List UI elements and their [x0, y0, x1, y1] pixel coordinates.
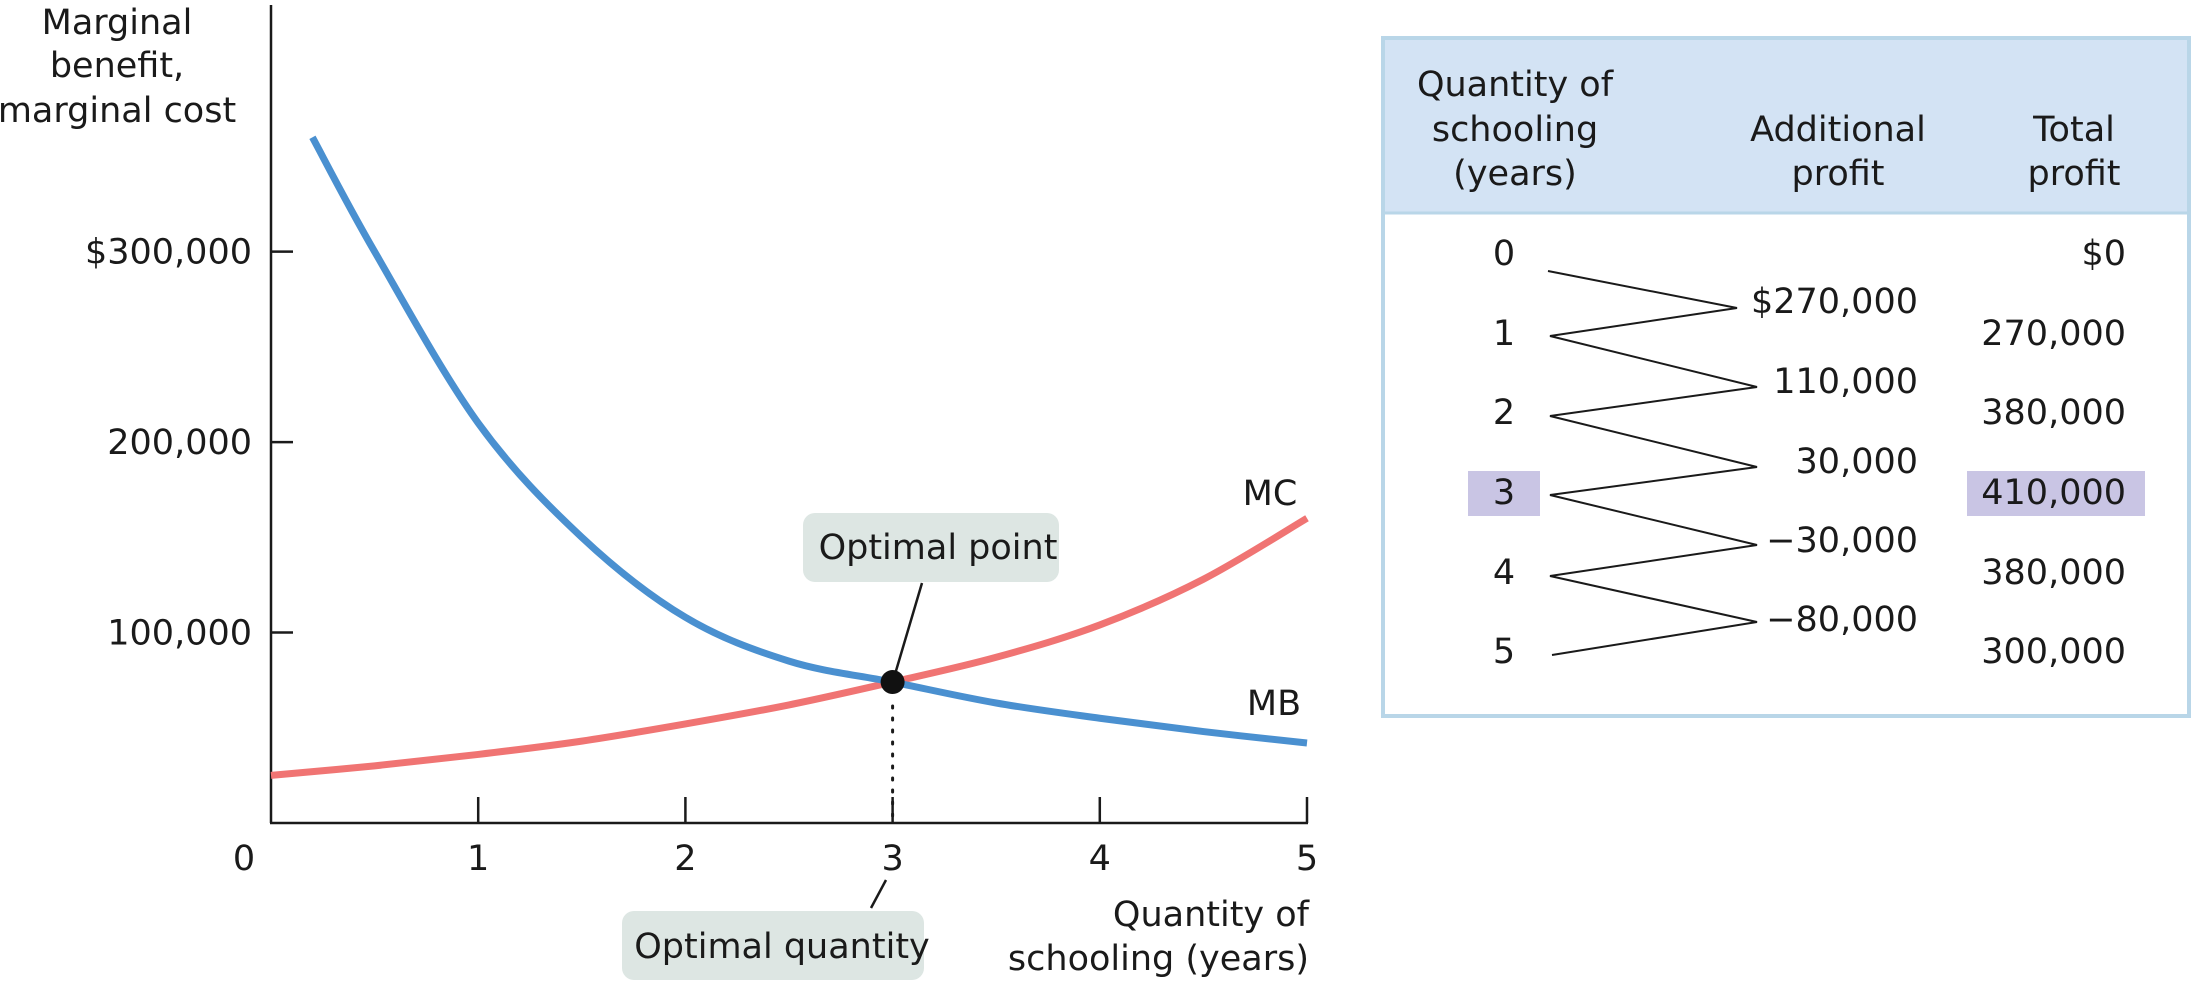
y-axis-label-line-2: benefit, [50, 46, 184, 86]
x-tick-label: 5 [1296, 839, 1318, 879]
optimal-quantity-callout-box [622, 911, 924, 980]
x-axis-label-line-1: Quantity of [1113, 895, 1310, 935]
x-tick-label: 2 [674, 839, 696, 879]
y-tick-label: 200,000 [107, 423, 252, 463]
chart-area: Marginal benefit, marginal cost 100,000 2… [0, 3, 1318, 980]
header-quantity-line-1: Quantity of [1417, 65, 1614, 105]
x-ticks: 0 1 2 3 4 5 [233, 797, 1318, 879]
additional-profit-cell: −80,000 [1766, 600, 1918, 640]
header-total-line-2: profit [2027, 154, 2120, 194]
mb-series-label: MB [1247, 684, 1301, 724]
quantity-cell: 3 [1493, 473, 1515, 513]
header-quantity-line-3: (years) [1453, 154, 1577, 194]
table-rows: 0 $0 1 270,000 2 380,000 3 410,000 4 380,000 5 300,… [1493, 234, 2126, 672]
header-quantity-line-2: schooling [1432, 110, 1598, 150]
quantity-cell: 4 [1493, 553, 1515, 593]
marginal-zigzag-lines [1547, 270, 1758, 656]
total-profit-cell: 380,000 [1981, 553, 2126, 593]
optimal-point-callout-box [803, 513, 1059, 582]
highlight-quantity-cell [1468, 471, 1540, 516]
additional-profit-cell: 110,000 [1773, 362, 1918, 402]
header-additional-line-1: Additional [1750, 110, 1926, 150]
quantity-cell: 2 [1493, 393, 1515, 433]
additional-profit-cell: $270,000 [1751, 282, 1918, 322]
optimal-point-pointer [891, 582, 924, 682]
header-additional-line-2: profit [1791, 154, 1884, 194]
y-ticks: 100,000 200,000 $300,000 [85, 233, 293, 654]
additional-profit-cell: 30,000 [1796, 442, 1918, 482]
header-total-line-1: Total [2032, 110, 2115, 150]
quantity-cell: 1 [1493, 314, 1515, 354]
y-axis-label-line-3: marginal cost [0, 91, 236, 131]
x-tick-label: 0 [233, 839, 255, 879]
total-profit-cell: 380,000 [1981, 393, 2126, 433]
total-profit-cell: 300,000 [1981, 632, 2126, 672]
highlight-total-cell [1967, 471, 2145, 516]
x-axis-label-line-2: schooling (years) [1008, 939, 1309, 979]
quantity-cell: 5 [1493, 632, 1515, 672]
y-tick-label: $300,000 [85, 233, 252, 273]
mc-curve [270, 515, 1309, 779]
y-tick-label: 100,000 [107, 614, 252, 654]
x-tick-label: 3 [881, 839, 903, 879]
x-tick-label: 4 [1089, 839, 1111, 879]
y-axis-label-line-1: Marginal [42, 3, 193, 43]
table-header-bg [1385, 40, 2187, 212]
profit-table: Quantity of schooling (years) Additional… [1381, 36, 2191, 718]
additional-profit-cell: −30,000 [1766, 521, 1918, 561]
mc-series-label: MC [1243, 474, 1298, 514]
optimal-quantity-callout-text: Optimal quantity [634, 927, 930, 967]
quantity-cell: 0 [1493, 234, 1515, 274]
total-profit-cell: 410,000 [1981, 473, 2126, 513]
x-tick-label: 1 [467, 839, 489, 879]
mb-curve [309, 135, 1308, 747]
curves [270, 135, 1309, 779]
total-profit-cell: $0 [2081, 234, 2126, 274]
optimal-point-callout-text: Optimal point [819, 528, 1058, 568]
total-profit-cell: 270,000 [1981, 314, 2126, 354]
optimal-point-marker [880, 670, 905, 695]
optimal-quantity-pointer [869, 879, 888, 909]
